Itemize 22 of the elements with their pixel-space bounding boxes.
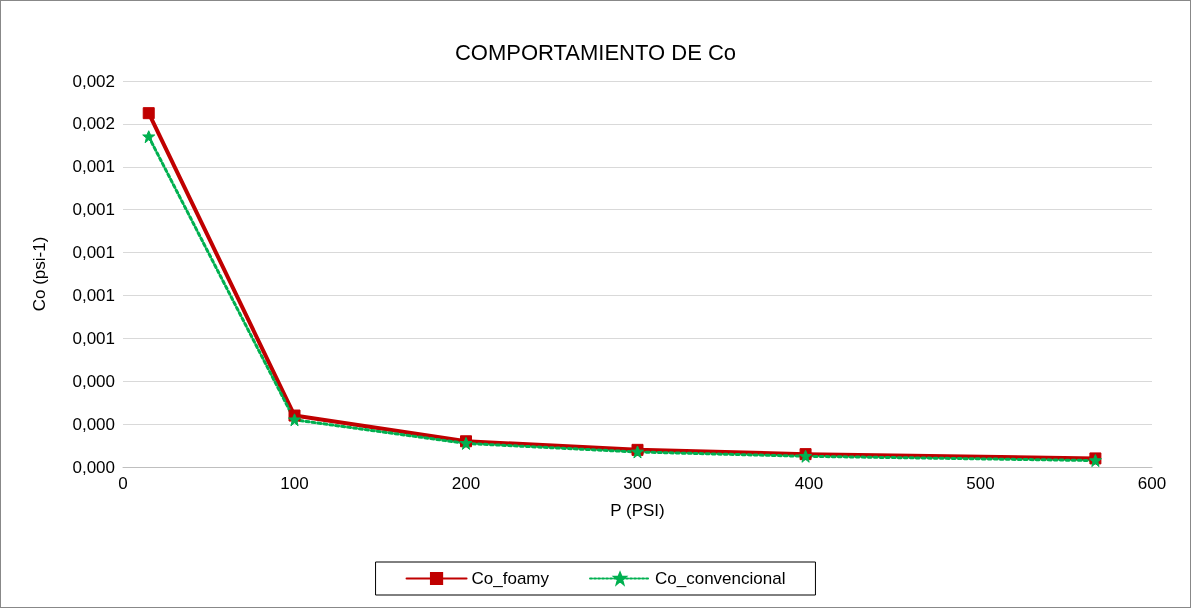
y-axis-title: Co (psi-1)	[30, 236, 49, 312]
y-tick-label: 0,002	[72, 114, 115, 134]
y-tick-label: 0,002	[72, 71, 115, 91]
y-tick-label: 0,001	[72, 328, 115, 348]
x-tick-label: 500	[966, 474, 995, 493]
chart-title: COMPORTAMIENTO DE Co	[454, 39, 737, 65]
y-tick-label: 0,001	[72, 243, 115, 263]
x-axis-title: P (PSI)	[610, 501, 665, 520]
x-tick-label: 300	[623, 474, 652, 493]
y-tick-label: 0,000	[72, 457, 115, 477]
x-tick-label: 400	[794, 474, 824, 493]
y-tick-label: 0,000	[72, 414, 115, 434]
x-tick-label: 200	[451, 474, 481, 493]
x-tick-label: 600	[1137, 474, 1167, 493]
legend-label: Co_foamy	[471, 569, 550, 588]
x-tick-label: 0	[118, 474, 128, 493]
x-tick-label: 100	[280, 474, 309, 493]
y-tick-label: 0,001	[72, 285, 115, 305]
y-tick-label: 0,000	[72, 371, 115, 391]
y-tick-label: 0,001	[72, 157, 115, 177]
legend-label: Co_convencional	[655, 569, 786, 588]
y-tick-label: 0,001	[72, 200, 115, 220]
